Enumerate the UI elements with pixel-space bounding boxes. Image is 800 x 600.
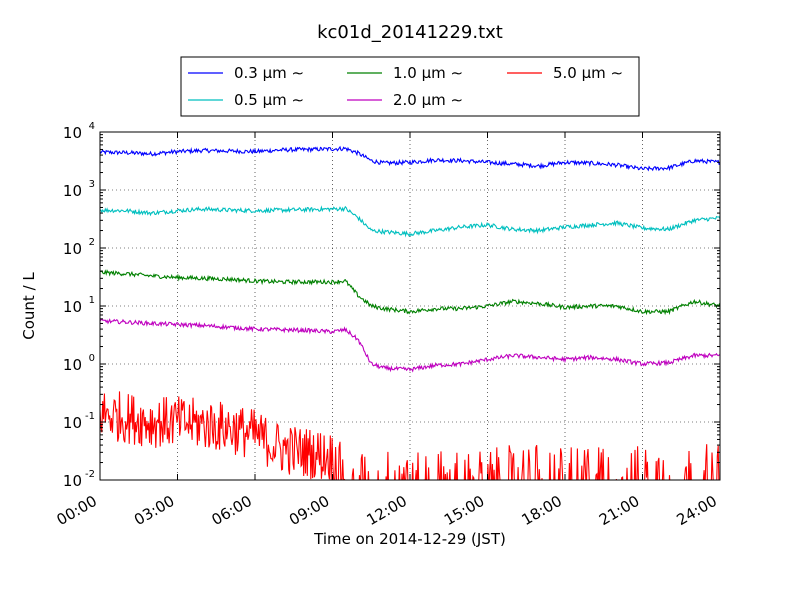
series-line-4 — [100, 318, 720, 373]
y-axis-label: Count / L — [20, 272, 38, 340]
legend-label-1: 0.3 μm ∼ — [234, 64, 304, 82]
y-tick-exponent: 0 — [89, 353, 95, 364]
series-line-2 — [100, 205, 720, 238]
y-tick-label: 10 — [63, 124, 82, 142]
y-tick-exponent: -2 — [85, 469, 95, 480]
y-tick-label: 10 — [63, 356, 82, 374]
legend-label-3: 1.0 μm ∼ — [393, 64, 463, 82]
y-tick-label: 10 — [63, 298, 82, 316]
y-tick-label: 10 — [63, 240, 82, 258]
y-tick-label: 10 — [63, 414, 82, 432]
legend-label-2: 0.5 μm ∼ — [234, 91, 304, 109]
y-tick-exponent: 3 — [89, 179, 95, 190]
y-tick-exponent: 1 — [89, 295, 95, 306]
legend-label-5: 5.0 μm ∼ — [553, 64, 623, 82]
chart-title: kc01d_20141229.txt — [317, 22, 503, 43]
series-line-5 — [100, 391, 720, 480]
x-axis-label: Time on 2014-12-29 (JST) — [313, 530, 506, 548]
legend: 0.3 μm ∼ 0.5 μm ∼ 1.0 μm ∼ 2.0 μm ∼ 5.0 μm ∼ — [180, 56, 640, 117]
y-tick-label: 10 — [63, 182, 82, 200]
legend-label-4: 2.0 μm ∼ — [393, 91, 463, 109]
series-line-3 — [100, 269, 720, 316]
y-tick-exponent: 2 — [89, 237, 95, 248]
legend-box — [180, 56, 640, 117]
series-line-1 — [100, 145, 720, 172]
y-tick-exponent: -1 — [85, 411, 95, 422]
series-group — [100, 145, 720, 480]
y-tick-label: 10 — [63, 472, 82, 490]
y-tick-exponent: 4 — [89, 121, 95, 132]
